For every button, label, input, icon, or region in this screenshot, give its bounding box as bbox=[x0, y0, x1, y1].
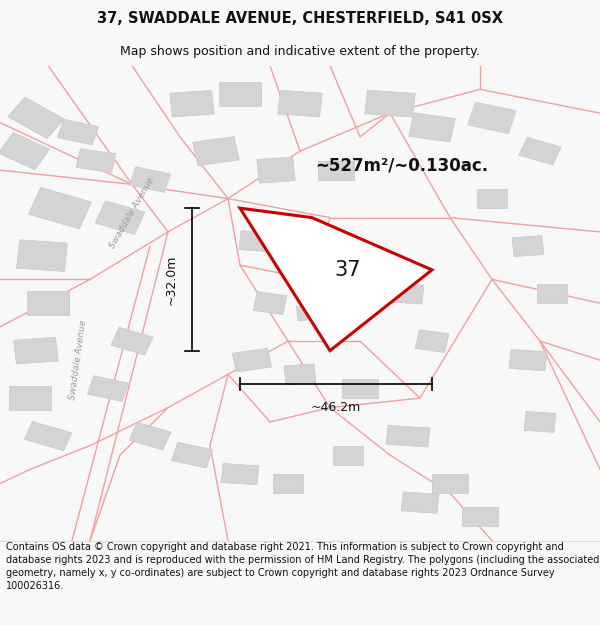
Polygon shape bbox=[386, 425, 430, 447]
Polygon shape bbox=[257, 157, 295, 183]
Polygon shape bbox=[193, 136, 239, 166]
Text: 37, SWADDALE AVENUE, CHESTERFIELD, S41 0SX: 37, SWADDALE AVENUE, CHESTERFIELD, S41 0… bbox=[97, 11, 503, 26]
Polygon shape bbox=[232, 348, 272, 372]
Polygon shape bbox=[0, 132, 50, 170]
Text: ~46.2m: ~46.2m bbox=[311, 401, 361, 414]
Polygon shape bbox=[27, 291, 69, 315]
Polygon shape bbox=[318, 161, 354, 179]
Polygon shape bbox=[76, 149, 116, 173]
Polygon shape bbox=[432, 474, 468, 493]
Polygon shape bbox=[509, 349, 547, 371]
Text: ~527m²/~0.130ac.: ~527m²/~0.130ac. bbox=[316, 156, 488, 174]
Polygon shape bbox=[130, 167, 170, 192]
Polygon shape bbox=[296, 304, 328, 321]
Polygon shape bbox=[401, 492, 439, 513]
Polygon shape bbox=[477, 189, 507, 208]
Polygon shape bbox=[365, 90, 415, 117]
Polygon shape bbox=[221, 463, 259, 485]
Polygon shape bbox=[239, 231, 277, 252]
Polygon shape bbox=[17, 240, 67, 271]
Text: Swaddale Avenue: Swaddale Avenue bbox=[68, 319, 88, 401]
Polygon shape bbox=[28, 188, 92, 229]
Polygon shape bbox=[111, 328, 153, 355]
Polygon shape bbox=[14, 338, 58, 364]
Text: 37: 37 bbox=[335, 260, 361, 280]
Polygon shape bbox=[253, 292, 287, 314]
Polygon shape bbox=[519, 138, 561, 165]
Text: Swaddale Avenue: Swaddale Avenue bbox=[108, 176, 156, 250]
Polygon shape bbox=[172, 442, 212, 468]
Polygon shape bbox=[284, 364, 316, 385]
Polygon shape bbox=[95, 201, 145, 234]
Polygon shape bbox=[58, 119, 98, 145]
Polygon shape bbox=[468, 102, 516, 134]
Polygon shape bbox=[24, 421, 72, 451]
Polygon shape bbox=[240, 208, 432, 351]
Polygon shape bbox=[333, 446, 363, 464]
Polygon shape bbox=[409, 112, 455, 142]
Polygon shape bbox=[9, 386, 51, 410]
Polygon shape bbox=[219, 82, 261, 106]
Text: Contains OS data © Crown copyright and database right 2021. This information is : Contains OS data © Crown copyright and d… bbox=[6, 542, 599, 591]
Polygon shape bbox=[462, 508, 498, 526]
Polygon shape bbox=[88, 376, 128, 401]
Polygon shape bbox=[524, 411, 556, 432]
Text: ~32.0m: ~32.0m bbox=[164, 254, 178, 304]
Polygon shape bbox=[8, 98, 64, 139]
Polygon shape bbox=[392, 283, 424, 304]
Polygon shape bbox=[341, 244, 379, 267]
Polygon shape bbox=[342, 379, 378, 398]
Polygon shape bbox=[512, 236, 544, 257]
Text: Map shows position and indicative extent of the property.: Map shows position and indicative extent… bbox=[120, 45, 480, 58]
Polygon shape bbox=[273, 474, 303, 493]
Polygon shape bbox=[537, 284, 567, 303]
Polygon shape bbox=[170, 91, 214, 117]
Polygon shape bbox=[415, 330, 449, 352]
Polygon shape bbox=[129, 422, 171, 450]
Polygon shape bbox=[278, 91, 322, 117]
